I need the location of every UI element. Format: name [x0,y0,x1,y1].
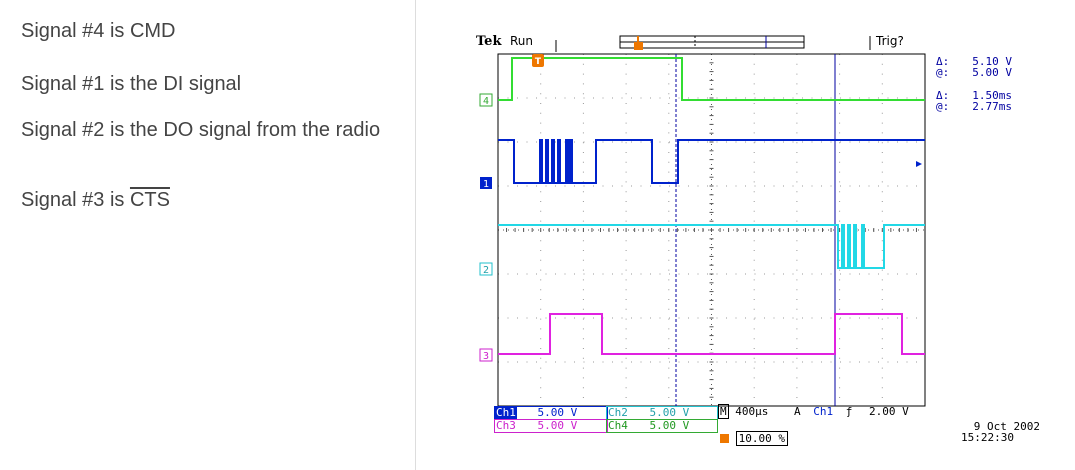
trigger-source: Ch1 [813,405,834,418]
ch4-marker[interactable]: 4 [479,93,493,107]
ch2-marker-label: 2 [483,265,489,276]
timebase-value: 400µs [735,405,769,418]
cursor-readout: Δ: 5.10 V @: 5.00 V Δ: 1.50ms @: 2.77ms [936,56,1026,116]
ch4-label: Ch4 [608,419,628,432]
trigger-level-arrow [916,161,922,167]
ch3-marker-label: 3 [483,351,489,362]
voltage-at-value: 5.00 V [972,66,1012,79]
signal-3-description: Signal #3 is CTS [21,185,401,215]
cts-overlined-label: CTS [129,189,170,211]
time-at-value: 2.77ms [972,100,1012,113]
trigger-position-icon [720,434,729,443]
ch3-label: Ch3 [496,419,516,432]
time-delta-value: 1.50ms [972,89,1012,102]
ch2-scale-readout[interactable]: Ch2 5.00 V [606,406,718,420]
timebase-readout[interactable]: M 400µs [718,404,798,419]
ch4-marker-label: 4 [483,96,489,107]
ch4-scale-readout[interactable]: Ch4 5.00 V [606,419,718,433]
ch4-waveform [498,57,925,101]
voltage-at-label: @: [936,66,950,79]
trigger-position-marker: T [532,54,544,67]
scope-graticule: T 4 1 2 3 [479,35,926,407]
trigger-level: 2.00 V [869,405,909,418]
tek-logo: Tek [476,34,502,49]
voltage-delta-value: 5.10 V [972,55,1012,68]
ch3-marker[interactable]: 3 [479,348,493,362]
ch1-marker-label: 1 [483,179,489,190]
signal-3-prefix: Signal #3 is [21,189,130,211]
trigger-slope-icon: ƒ [845,405,853,418]
capture-time: 15:22:30 [961,431,1014,444]
trigger-position-value: 10.00 % [735,431,788,446]
trigger-status: Trig? [876,34,904,48]
signal-1-description: Signal #1 is the DI signal [21,73,242,95]
oscilloscope-screenshot: Tek Run Trig? T [470,30,1050,450]
time-delta-label: Δ: [936,89,950,102]
ch1-marker[interactable]: 1 [480,177,492,190]
ch1-scale: 5.00 V [537,406,578,419]
time-at-label: @: [936,100,950,113]
voltage-delta-label: Δ: [936,55,950,68]
capture-date: 9 Oct 2002 [973,420,1040,433]
timebase-label: M [718,404,729,419]
ch2-waveform [498,224,925,269]
ch1-waveform [498,139,925,184]
ch4-scale: 5.00 V [649,419,690,432]
trigger-readout[interactable]: A Ch1 ƒ 2.00 V [794,406,934,418]
signal-2-description: Signal #2 is the DO signal from the radi… [21,119,381,141]
ch2-scale: 5.00 V [649,406,690,419]
ch3-scale: 5.00 V [537,419,578,432]
ch1-label: Ch1 [495,406,517,419]
ch1-scale-readout[interactable]: Ch1 5.00 V [494,406,608,420]
record-trigger-icon [634,42,643,50]
trigger-mode: A [794,405,801,418]
signal-4-description: Signal #4 is CMD [21,20,176,42]
description-panel: Signal #4 is CMD Signal #1 is the DI sig… [0,0,416,470]
trigger-marker-glyph: T [535,57,542,67]
trigger-position-readout[interactable]: 10.00 % [720,431,800,446]
ch3-waveform [498,313,925,355]
ch2-label: Ch2 [608,406,628,419]
ch3-scale-readout[interactable]: Ch3 5.00 V [494,419,608,433]
ch2-marker[interactable]: 2 [479,262,493,276]
run-status: Run [510,34,534,48]
